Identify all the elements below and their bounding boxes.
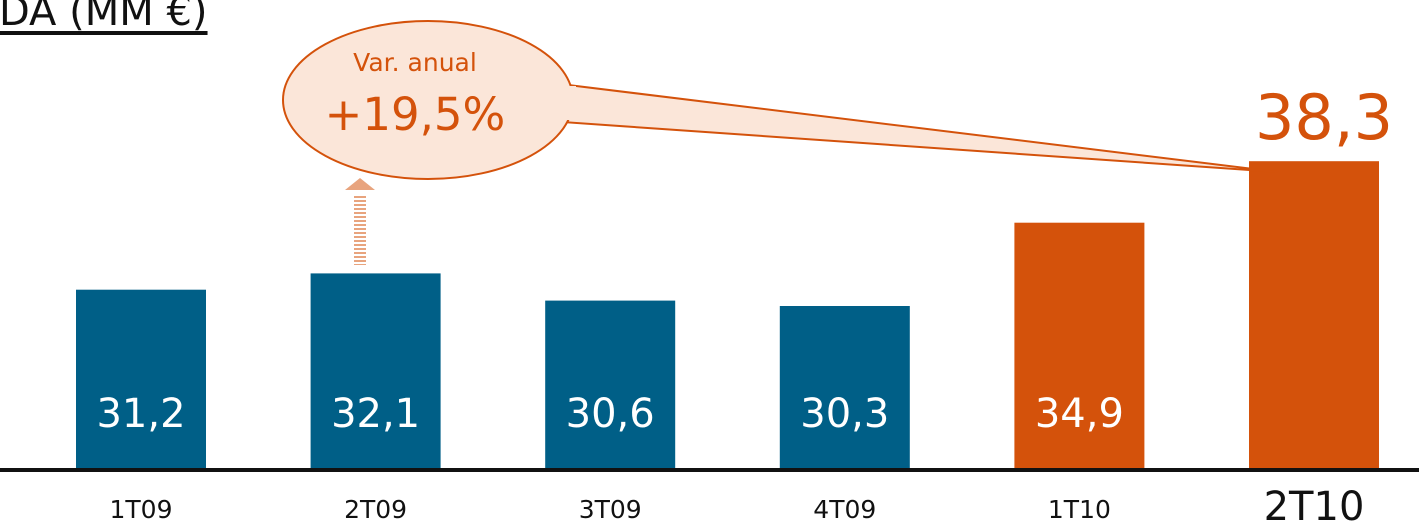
bar-2T09 [310,273,441,468]
value-label-4T09: 30,3 [800,391,889,437]
bar-1T10 [1014,222,1145,468]
bar-3T09 [545,300,676,468]
bar-1T09 [76,289,206,468]
category-label-1T10: 1T10 [1048,495,1111,524]
chart-title: EBITDA (MM €) [0,0,208,35]
callout-tail [558,82,1279,173]
labels-layer: 31,2 1T09 32,1 2T09 30,6 3T09 30,3 4T09 34,9 1T10… [96,81,1393,530]
chart-title-container: EBITDA (MM €) [0,0,300,45]
annual-change-callout: Var. anual +19,5% [282,20,1279,180]
bar-4T09 [779,306,910,468]
bar-2T10 [1249,161,1379,468]
callout-label: Var. anual [353,48,477,77]
growth-arrow-icon [345,178,375,265]
value-label-2T10: 38,3 [1255,81,1393,154]
bars-layer [76,161,1379,468]
category-label-2T09: 2T09 [344,495,407,524]
category-label-1T09: 1T09 [110,495,173,524]
category-label-4T09: 4T09 [813,495,876,524]
value-label-2T09: 32,1 [331,391,420,437]
value-label-3T09: 30,6 [566,391,655,437]
value-label-1T09: 31,2 [96,391,185,437]
category-label-2T10: 2T10 [1264,484,1365,530]
value-label-1T10: 34,9 [1035,391,1124,437]
callout-value: +19,5% [325,88,506,141]
category-label-3T09: 3T09 [579,495,642,524]
